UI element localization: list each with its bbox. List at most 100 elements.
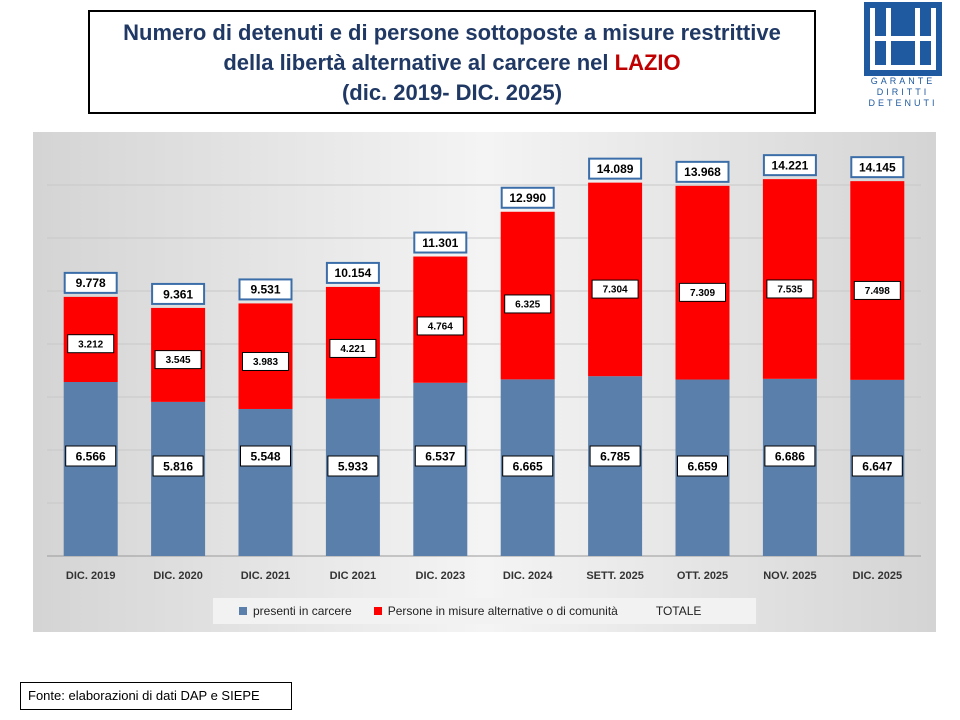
data-label-alternative: 3.983: [253, 357, 278, 368]
data-label-carcere: 6.566: [76, 449, 106, 463]
data-label-total: 9.778: [76, 276, 106, 290]
source-note: Fonte: elaborazioni di dati DAP e SIEPE: [20, 682, 292, 710]
logo-text-3: DETENUTI: [868, 98, 938, 108]
data-label-total-box: [850, 156, 905, 179]
data-label-total-box: [325, 261, 380, 284]
data-label-total: 14.145: [859, 160, 896, 174]
legend-item-totale: TOTALE: [656, 604, 702, 618]
logo-mark-icon: [864, 2, 942, 76]
data-label-carcere: 6.537: [425, 449, 455, 463]
data-label-carcere-box: [502, 455, 554, 477]
data-label-alternative-box: [679, 282, 726, 302]
bar-alternative: [850, 181, 905, 380]
data-label-alternative: 6.325: [515, 300, 540, 311]
data-label-total-box: [238, 278, 293, 301]
bar-carcere: [325, 398, 380, 556]
x-tick-label: DIC. 2025: [853, 570, 903, 582]
data-label-carcere-box: [851, 455, 903, 477]
data-label-carcere-box: [152, 455, 204, 477]
data-label-alternative-box: [766, 279, 814, 299]
x-tick-label: DIC. 2019: [66, 570, 116, 582]
data-label-total-box: [588, 157, 643, 180]
data-label-total: 14.221: [772, 158, 809, 172]
data-label-carcere-box: [589, 445, 641, 467]
x-tick-label: OTT. 2025: [677, 570, 728, 582]
title-line-2-prefix: della libertà alternative al carcere nel: [223, 50, 615, 75]
data-label-carcere: 5.548: [250, 449, 280, 463]
data-label-alternative: 3.212: [78, 339, 103, 350]
data-label-alternative-box: [504, 294, 552, 314]
data-label-alternative-box: [154, 350, 202, 370]
data-label-alternative: 7.498: [865, 286, 890, 297]
data-label-alternative-box: [329, 338, 377, 358]
data-label-total: 14.089: [597, 162, 634, 176]
bar-carcere: [238, 408, 293, 556]
data-label-carcere-box: [240, 445, 291, 467]
chart-area: 6.566 3.212 9.778 DIC. 2019 5.816 3.545 9.361 D…: [33, 132, 936, 632]
data-label-total: 13.968: [684, 165, 721, 179]
data-label-alternative-box: [591, 279, 639, 299]
data-label-carcere: 5.816: [163, 459, 193, 473]
data-label-total-box: [63, 271, 118, 294]
legend-item-carcere: presenti in carcere: [239, 604, 352, 618]
x-tick-label: NOV. 2025: [763, 570, 816, 582]
bar-carcere: [762, 378, 817, 556]
data-label-carcere-box: [764, 445, 816, 467]
bar-alternative: [588, 182, 643, 377]
data-label-carcere-box: [327, 455, 379, 477]
bar-carcere: [413, 382, 468, 556]
data-label-total: 11.301: [422, 236, 458, 250]
bar-carcere: [151, 401, 206, 556]
data-label-carcere-box: [65, 445, 117, 467]
data-label-carcere: 6.665: [513, 459, 543, 473]
data-label-total-box: [151, 282, 206, 305]
data-label-carcere: 6.659: [687, 459, 717, 473]
logo-text-2: DIRITTI: [876, 87, 930, 97]
data-label-total: 12.990: [509, 191, 546, 205]
title-line-2: della libertà alternative al carcere nel…: [90, 48, 814, 78]
bar-carcere: [63, 382, 118, 556]
chart-title-box: Numero di detenuti e di persone sottopos…: [88, 10, 816, 114]
data-label-carcere: 6.686: [775, 449, 805, 463]
data-label-alternative: 4.764: [428, 322, 453, 333]
data-label-alternative-box: [67, 334, 115, 354]
legend-swatch-carcere: [239, 607, 247, 615]
data-label-carcere-box: [677, 455, 728, 477]
stacked-bar-chart: 6.566 3.212 9.778 DIC. 2019 5.816 3.545 9.361 D…: [47, 154, 921, 582]
chart-legend: presenti in carcere Persone in misure al…: [213, 598, 756, 624]
x-tick-label: DIC. 2021: [241, 570, 291, 582]
data-label-carcere: 5.933: [338, 459, 368, 473]
garante-logo: GARANTE DIRITTI DETENUTI: [864, 2, 942, 114]
data-label-total: 9.531: [250, 283, 280, 297]
legend-label-totale: TOTALE: [655, 604, 702, 618]
data-label-total-box: [500, 186, 555, 209]
data-label-alternative: 7.535: [777, 285, 802, 296]
data-label-total: 9.361: [163, 287, 193, 301]
data-label-alternative-box: [242, 351, 289, 371]
data-label-total-box: [762, 154, 817, 177]
title-line-1: Numero di detenuti e di persone sottopos…: [123, 20, 781, 45]
data-label-alternative: 3.545: [166, 355, 191, 366]
data-label-total: 10.154: [335, 266, 372, 280]
data-label-total-box: [413, 231, 468, 254]
data-label-carcere: 6.785: [600, 449, 630, 463]
data-label-alternative: 7.309: [690, 288, 715, 299]
data-label-carcere: 6.647: [862, 459, 892, 473]
logo-text-1: GARANTE: [870, 76, 936, 86]
data-label-alternative-box: [416, 316, 464, 336]
x-tick-label: DIC. 2023: [416, 570, 466, 582]
x-tick-label: SETT. 2025: [586, 570, 643, 582]
region-highlight: LAZIO: [614, 50, 681, 75]
legend-swatch-alternative: [373, 607, 382, 615]
legend-label-carcere: presenti in carcere: [253, 604, 352, 618]
legend-item-alternative: Persone in misure alternative o di comun…: [373, 604, 618, 618]
bar-alternative: [762, 179, 817, 379]
data-label-alternative: 4.221: [340, 344, 365, 355]
x-tick-label: DIC 2021: [330, 570, 376, 582]
data-label-alternative-box: [853, 280, 901, 300]
data-label-carcere-box: [414, 445, 466, 467]
legend-label-alternative: Persone in misure alternative o di comun…: [387, 604, 618, 618]
bar-alternative: [675, 185, 730, 380]
x-tick-label: DIC. 2024: [503, 570, 553, 582]
logo-bars-icon: [870, 8, 936, 70]
